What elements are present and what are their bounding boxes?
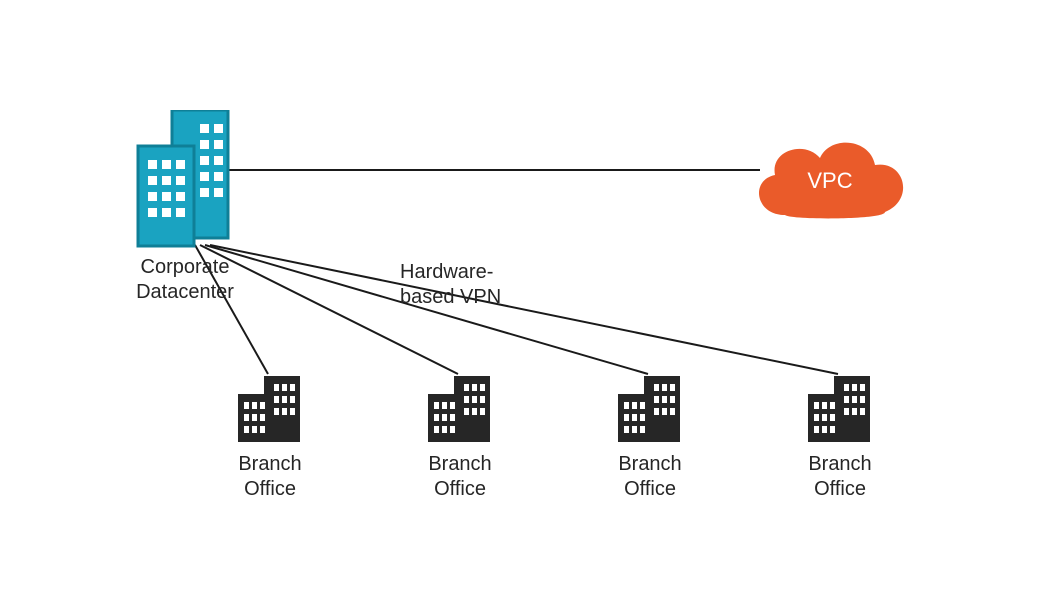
branch-office-label: BranchOffice <box>590 452 710 502</box>
hardware-vpn-label: Hardware- based VPN <box>400 260 600 310</box>
corporate-datacenter-label: CorporateDatacenter <box>105 255 265 305</box>
branch-office-icon <box>420 370 500 455</box>
vpn-label-line2: based VPN <box>400 286 501 308</box>
vpn-label-line1: Hardware- <box>400 261 493 283</box>
corporate-datacenter-icon <box>130 110 240 255</box>
vpc-cloud-icon: VPC <box>740 120 920 245</box>
branch-office-icon <box>230 370 310 455</box>
vpc-cloud-label: VPC <box>740 168 920 194</box>
branch-office-icon <box>800 370 880 455</box>
branch-office-icon <box>610 370 690 455</box>
branch-office-label: BranchOffice <box>400 452 520 502</box>
branch-office-label: BranchOffice <box>780 452 900 502</box>
dc-label-line1: CorporateDatacenter <box>136 256 234 303</box>
branch-office-label: BranchOffice <box>210 452 330 502</box>
diagram-canvas: CorporateDatacenter VPC Hardware- based … <box>0 0 1050 590</box>
